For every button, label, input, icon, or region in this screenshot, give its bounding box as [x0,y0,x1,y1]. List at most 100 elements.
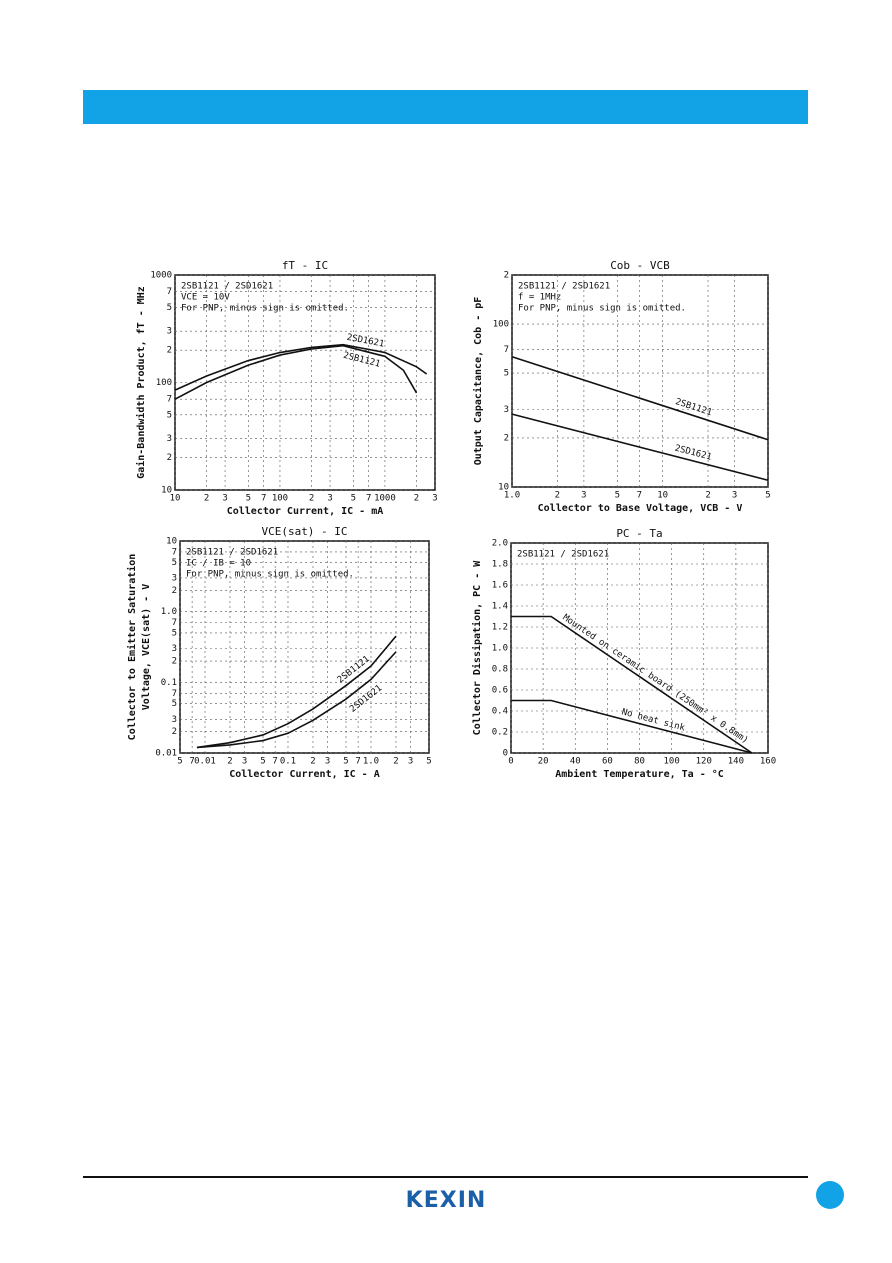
y-tick-label: 2 [172,657,177,667]
y-tick-label: 3 [167,434,172,444]
x-tick-label: 0.01 [194,757,216,767]
x-tick-label: 5 [765,491,770,501]
y-tick-label: 7 [172,547,177,557]
x-tick-label: 2 [204,494,209,504]
y-tick-label: 2 [167,346,172,356]
y-tick-label: 3 [172,644,177,654]
y-tick-label: 1.6 [492,581,508,591]
y-tick-label: 7 [504,345,509,355]
x-tick-label: 0.1 [280,757,296,767]
chart-title: PC - Ta [616,527,662,540]
x-tick-label: 3 [432,494,437,504]
y-tick-label: 1.4 [492,602,508,612]
x-tick-label: 7 [366,494,371,504]
y-tick-label: 1.8 [492,560,508,570]
x-tick-label: 1000 [374,494,396,504]
annotation: 2SB1121 / 2SD1621 [181,282,273,292]
y-axis-label: Collector Dissipation, PC - W [471,560,483,736]
x-tick-label: 7 [261,494,266,504]
x-tick-label: 160 [760,757,776,767]
x-tick-label: 3 [325,757,330,767]
x-tick-label: 5 [260,757,265,767]
page-badge [816,1181,844,1209]
y-axis-label: Gain-Bandwidth Product, fT - MHz [135,286,147,479]
y-tick-label: 0.6 [492,686,508,696]
annotation: VCE = 10V [181,293,230,303]
y-tick-label: 3 [504,405,509,415]
y-tick-label: 10 [161,486,172,496]
x-tick-label: 2 [414,494,419,504]
x-tick-label: 10 [170,494,181,504]
y-tick-label: 7 [172,618,177,628]
y-tick-label: 5 [172,628,177,638]
y-axis-label: Collector to Emitter Saturation [126,554,138,741]
x-tick-label: 2 [227,757,232,767]
x-tick-label: 1.0 [504,491,520,501]
x-axis-label: Ambient Temperature, Ta - °C [555,768,724,780]
x-tick-label: 100 [272,494,288,504]
x-tick-label: 3 [222,494,227,504]
x-axis-label: Collector Current, IC - A [229,769,380,780]
x-tick-label: 3 [408,757,413,767]
annotation: 2SB1121 / 2SD1621 [517,550,609,560]
series-line [511,615,753,754]
x-tick-label: 2 [555,491,560,501]
x-tick-label: 120 [696,757,712,767]
series-line [196,651,397,749]
y-tick-label: 2 [504,271,509,281]
y-tick-label: 100 [493,320,509,330]
y-tick-label: 5 [504,369,509,379]
x-tick-label: 7 [355,757,360,767]
x-tick-label: 140 [728,757,744,767]
y-tick-label: 2 [172,727,177,737]
x-tick-label: 60 [602,757,613,767]
annotation: For PNP, minus sign is omitted. [186,570,354,580]
y-tick-label: 0.01 [155,749,177,759]
x-tick-label: 40 [570,757,581,767]
y-tick-label: 2 [167,453,172,463]
y-tick-label: 10 [498,483,509,493]
series-line [196,635,397,749]
footer-logo: KEXIN [406,1188,487,1213]
y-axis-label: Voltage, VCE(sat) - V [141,584,152,710]
x-tick-label: 10 [657,491,668,501]
x-axis-label: Collector Current, IC - mA [227,506,384,517]
y-tick-label: 1.0 [161,607,177,617]
annotation: For PNP, minus sign is omitted. [181,304,349,314]
x-tick-label: 20 [538,757,549,767]
series-line [511,413,769,482]
series-label: 2SD1621 [348,683,384,714]
y-tick-label: 1000 [150,271,172,281]
annotation: f = 1MHz [518,293,561,303]
chart-title: Cob - VCB [610,259,670,272]
y-tick-label: 5 [172,558,177,568]
annotation: 2SB1121 / 2SD1621 [186,548,278,558]
x-tick-label: 2 [393,757,398,767]
x-tick-label: 5 [615,491,620,501]
x-tick-label: 5 [343,757,348,767]
x-tick-label: 3 [581,491,586,501]
y-tick-label: 100 [156,378,172,388]
y-tick-label: 3 [172,715,177,725]
x-tick-label: 3 [327,494,332,504]
y-tick-label: 1.2 [492,623,508,633]
y-tick-label: 0.2 [492,728,508,738]
x-tick-label: 7 [637,491,642,501]
y-tick-label: 5 [167,303,172,313]
series-line [174,343,428,391]
x-tick-label: 5 [246,494,251,504]
y-tick-label: 10 [166,537,177,547]
chart-title: fT - IC [282,259,328,272]
y-tick-label: 0.1 [161,678,177,688]
y-tick-label: 5 [167,410,172,420]
chart-title: VCE(sat) - IC [261,525,347,538]
x-tick-label: 100 [663,757,679,767]
x-tick-label: 5 [426,757,431,767]
y-tick-label: 0.4 [492,707,508,717]
x-tick-label: 80 [634,757,645,767]
y-tick-label: 3 [172,573,177,583]
y-tick-label: 3 [167,327,172,337]
x-tick-label: 5 [177,757,182,767]
y-tick-label: 5 [172,699,177,709]
